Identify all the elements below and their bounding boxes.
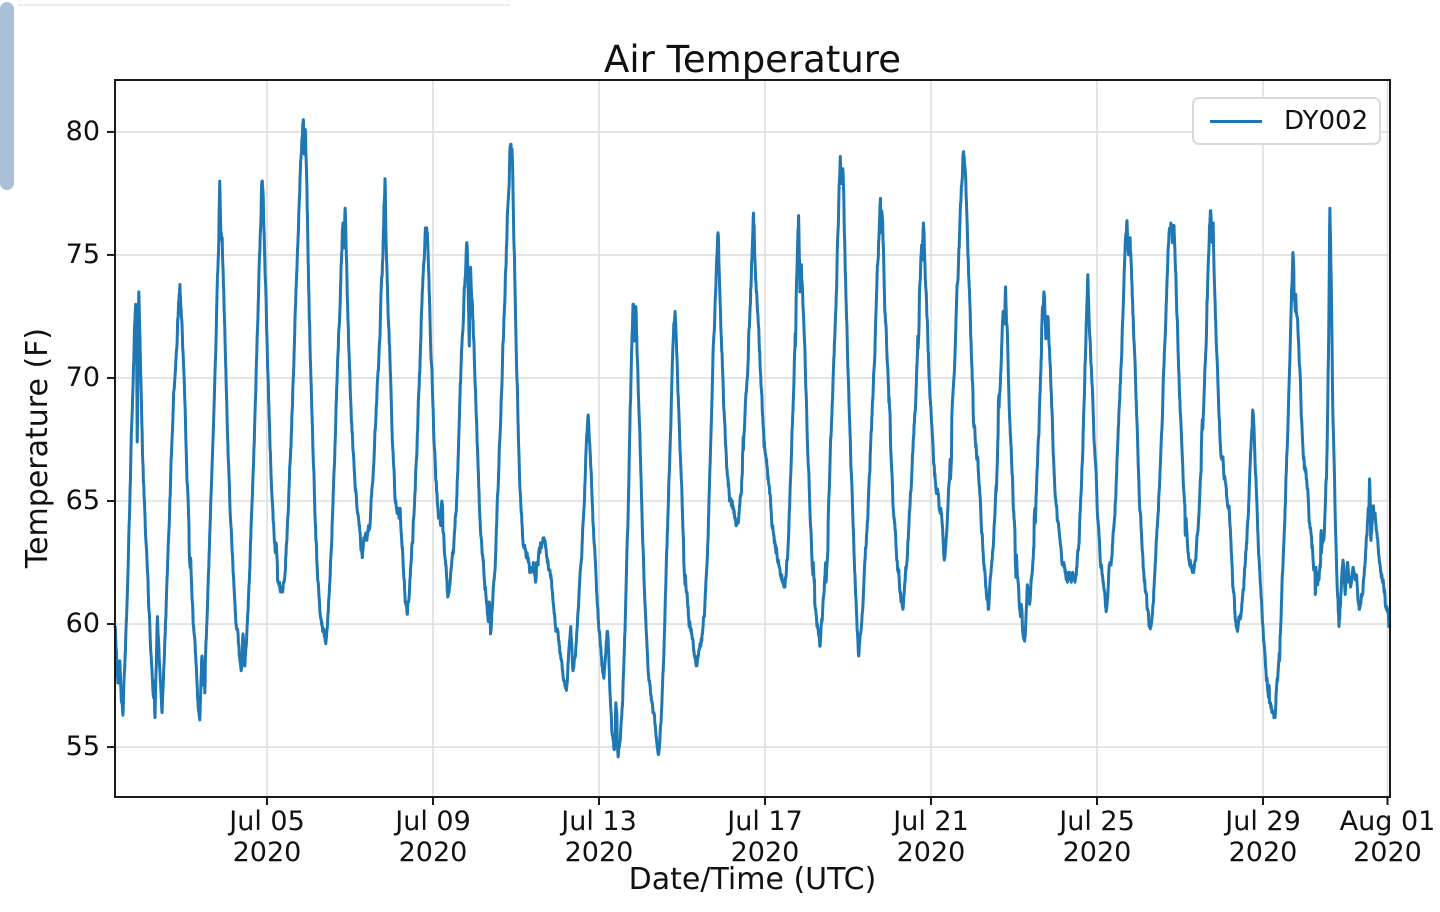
x-tick-year: 2020 <box>1228 837 1298 868</box>
legend: DY002 <box>1192 97 1381 145</box>
legend-line-sample <box>1210 119 1262 123</box>
y-tick-label: 55 <box>65 731 100 763</box>
y-tick-label: 65 <box>65 484 100 516</box>
y-axis-label: Temperature (F) <box>20 327 55 569</box>
chart-title: Air Temperature <box>604 38 901 81</box>
y-tick-label: 60 <box>65 608 100 640</box>
x-tick-label: Jul 13 2020 <box>561 806 637 868</box>
y-tick-label: 70 <box>65 361 100 393</box>
plot-frame <box>114 79 1391 798</box>
x-tick-year: 2020 <box>232 837 302 868</box>
x-tick-label: Jul 05 2020 <box>229 806 305 868</box>
x-tick-label: Aug 01 2020 <box>1339 806 1436 868</box>
x-tick-year: 2020 <box>398 837 468 868</box>
x-tick-year: 2020 <box>564 837 634 868</box>
y-tick-label: 75 <box>65 238 100 270</box>
x-tick-year: 2020 <box>1353 837 1422 868</box>
top-divider-line <box>18 4 510 6</box>
x-tick-label: Jul 29 2020 <box>1225 806 1301 868</box>
x-axis-label: Date/Time (UTC) <box>628 862 877 897</box>
x-tick-label: Jul 17 2020 <box>727 806 803 868</box>
x-tick-year: 2020 <box>1062 837 1132 868</box>
left-scrollbar-thumb[interactable] <box>0 2 14 190</box>
x-tick-year: 2020 <box>896 837 966 868</box>
y-tick-label: 80 <box>65 115 100 147</box>
x-tick-label: Jul 09 2020 <box>395 806 471 868</box>
x-tick-year: 2020 <box>730 837 800 868</box>
legend-label: DY002 <box>1284 106 1369 136</box>
x-tick-label: Jul 21 2020 <box>893 806 969 868</box>
x-tick-label: Jul 25 2020 <box>1059 806 1135 868</box>
temperature-series-line <box>113 118 1392 759</box>
